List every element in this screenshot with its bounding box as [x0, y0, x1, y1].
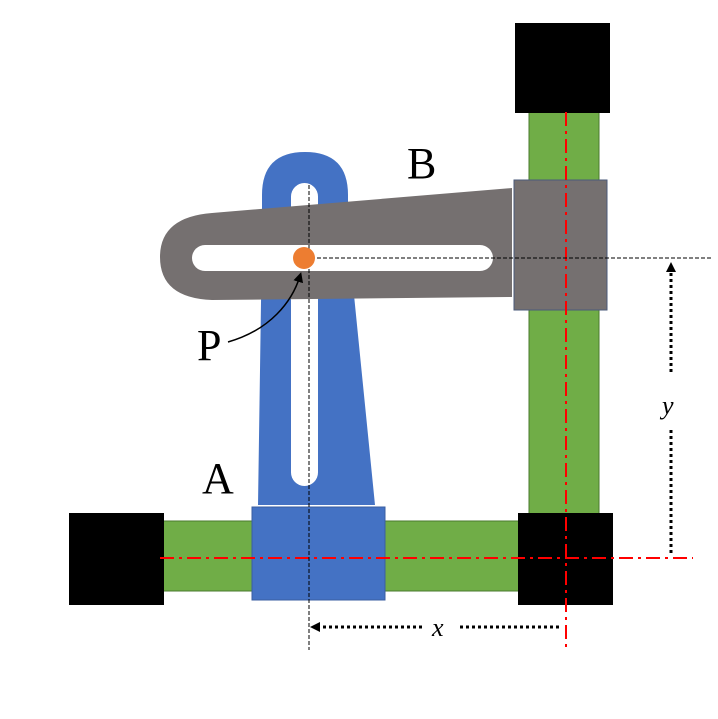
pin-p — [293, 247, 315, 269]
label-b: B — [407, 139, 436, 188]
top-end-block — [515, 23, 610, 113]
label-y: y — [659, 391, 674, 420]
vertical-rail — [528, 107, 600, 519]
label-x: x — [431, 613, 444, 642]
label-p: P — [197, 321, 221, 370]
arm-b-collar — [513, 179, 608, 311]
slider-a-base — [251, 506, 386, 601]
left-end-block — [69, 513, 164, 605]
pin-leader-line — [227, 272, 304, 343]
label-a: A — [202, 454, 234, 503]
arm-b — [160, 188, 512, 300]
